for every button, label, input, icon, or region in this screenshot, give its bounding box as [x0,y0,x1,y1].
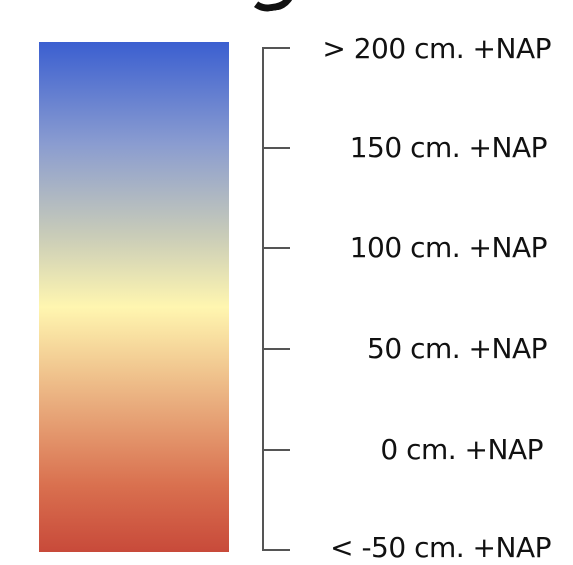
tick-0 [262,449,290,451]
scale-axis-line [262,47,264,551]
tick-50 [262,348,290,350]
label-50: 50 cm. +NAP [367,332,547,365]
tick-200 [262,47,290,49]
tick-150 [262,147,290,149]
tick-100 [262,247,290,249]
label-minus-50: < -50 cm. +NAP [330,531,551,564]
label-100: 100 cm. +NAP [349,231,548,264]
elevation-color-bar [39,42,229,552]
gradient-fill [39,42,229,552]
tick-minus-50 [262,549,290,551]
label-150: 150 cm. +NAP [349,131,548,164]
label-200: > 200 cm. +NAP [322,32,551,65]
cropped-title-glyph [243,0,299,15]
label-0: 0 cm. +NAP [380,433,543,466]
